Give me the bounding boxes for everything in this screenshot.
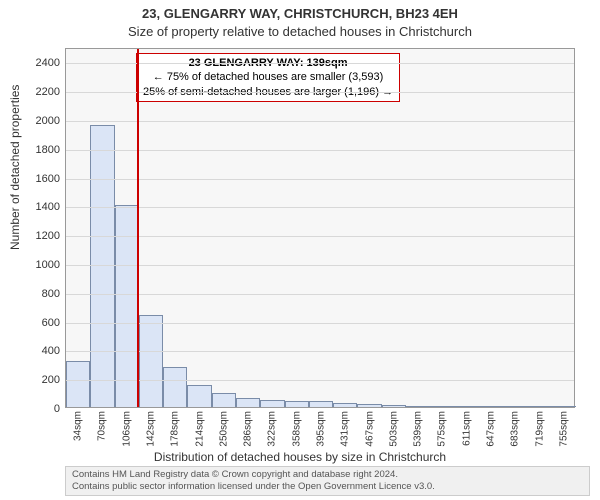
gridline-h xyxy=(66,380,574,381)
xtick-label: 286sqm xyxy=(243,411,254,447)
ytick-label: 600 xyxy=(42,317,60,329)
xtick-label: 214sqm xyxy=(194,411,205,447)
gridline-h xyxy=(66,150,574,151)
xtick-label: 106sqm xyxy=(121,411,132,447)
histogram-bar xyxy=(430,406,454,407)
xtick-label: 683sqm xyxy=(510,411,521,447)
xtick-label: 178sqm xyxy=(170,411,181,447)
histogram-bar xyxy=(479,406,503,407)
histogram-bar xyxy=(309,401,333,407)
gridline-h xyxy=(66,92,574,93)
xtick-label: 467sqm xyxy=(364,411,375,447)
histogram-bar xyxy=(212,393,236,407)
ytick-label: 1400 xyxy=(36,201,60,213)
histogram-bar xyxy=(333,403,357,407)
histogram-bar xyxy=(406,406,430,407)
marker-line xyxy=(137,49,139,407)
xtick-label: 647sqm xyxy=(486,411,497,447)
y-axis-label: Number of detached properties xyxy=(8,85,22,250)
histogram-bar xyxy=(187,385,211,407)
xtick-label: 575sqm xyxy=(437,411,448,447)
footer-attribution: Contains HM Land Registry data © Crown c… xyxy=(65,466,590,496)
gridline-h xyxy=(66,179,574,180)
ytick-label: 2400 xyxy=(36,57,60,69)
gridline-h xyxy=(66,207,574,208)
xtick-label: 431sqm xyxy=(340,411,351,447)
ytick-label: 1200 xyxy=(36,230,60,242)
gridline-h xyxy=(66,294,574,295)
histogram-bar xyxy=(260,400,284,407)
footer-line2: Contains public sector information licen… xyxy=(72,481,583,493)
histogram-bar xyxy=(382,405,406,407)
xtick-label: 611sqm xyxy=(461,411,472,446)
callout-box: 23 GLENGARRY WAY: 139sqm ← 75% of detach… xyxy=(136,53,400,102)
page-title: 23, GLENGARRY WAY, CHRISTCHURCH, BH23 4E… xyxy=(0,6,600,21)
xtick-label: 539sqm xyxy=(413,411,424,447)
ytick-label: 1000 xyxy=(36,259,60,271)
histogram-bar xyxy=(139,315,163,407)
ytick-label: 1800 xyxy=(36,144,60,156)
bars-layer xyxy=(66,49,574,407)
gridline-h xyxy=(66,236,574,237)
histogram-bar xyxy=(236,398,260,407)
histogram-bar xyxy=(552,406,576,407)
histogram-bar xyxy=(503,406,527,407)
gridline-h xyxy=(66,121,574,122)
xtick-label: 719sqm xyxy=(534,411,545,447)
histogram-bar xyxy=(527,406,551,407)
ytick-label: 0 xyxy=(54,403,60,415)
xtick-label: 395sqm xyxy=(316,411,327,447)
histogram-bar xyxy=(357,404,381,407)
histogram-bar xyxy=(455,406,479,407)
histogram-bar xyxy=(285,401,309,407)
ytick-label: 2000 xyxy=(36,115,60,127)
footer-line1: Contains HM Land Registry data © Crown c… xyxy=(72,469,583,481)
xtick-label: 250sqm xyxy=(218,411,229,447)
gridline-h xyxy=(66,265,574,266)
ytick-label: 800 xyxy=(42,288,60,300)
plot-area: 23 GLENGARRY WAY: 139sqm ← 75% of detach… xyxy=(65,48,575,408)
xtick-label: 70sqm xyxy=(97,411,108,441)
xtick-label: 322sqm xyxy=(267,411,278,447)
xtick-label: 358sqm xyxy=(291,411,302,447)
page-subtitle: Size of property relative to detached ho… xyxy=(0,24,600,39)
xtick-label: 142sqm xyxy=(146,411,157,447)
histogram-bar xyxy=(66,361,90,407)
xtick-label: 755sqm xyxy=(558,411,569,447)
x-axis-label: Distribution of detached houses by size … xyxy=(0,450,600,464)
gridline-h xyxy=(66,323,574,324)
chart-container: 23, GLENGARRY WAY, CHRISTCHURCH, BH23 4E… xyxy=(0,0,600,500)
ytick-label: 400 xyxy=(42,345,60,357)
ytick-label: 1600 xyxy=(36,173,60,185)
callout-smaller: ← 75% of detached houses are smaller (3,… xyxy=(143,70,393,84)
gridline-h xyxy=(66,351,574,352)
xtick-label: 503sqm xyxy=(388,411,399,447)
ytick-label: 200 xyxy=(42,374,60,386)
ytick-label: 2200 xyxy=(36,86,60,98)
gridline-h xyxy=(66,63,574,64)
xtick-label: 34sqm xyxy=(73,411,84,441)
histogram-bar xyxy=(163,367,187,407)
